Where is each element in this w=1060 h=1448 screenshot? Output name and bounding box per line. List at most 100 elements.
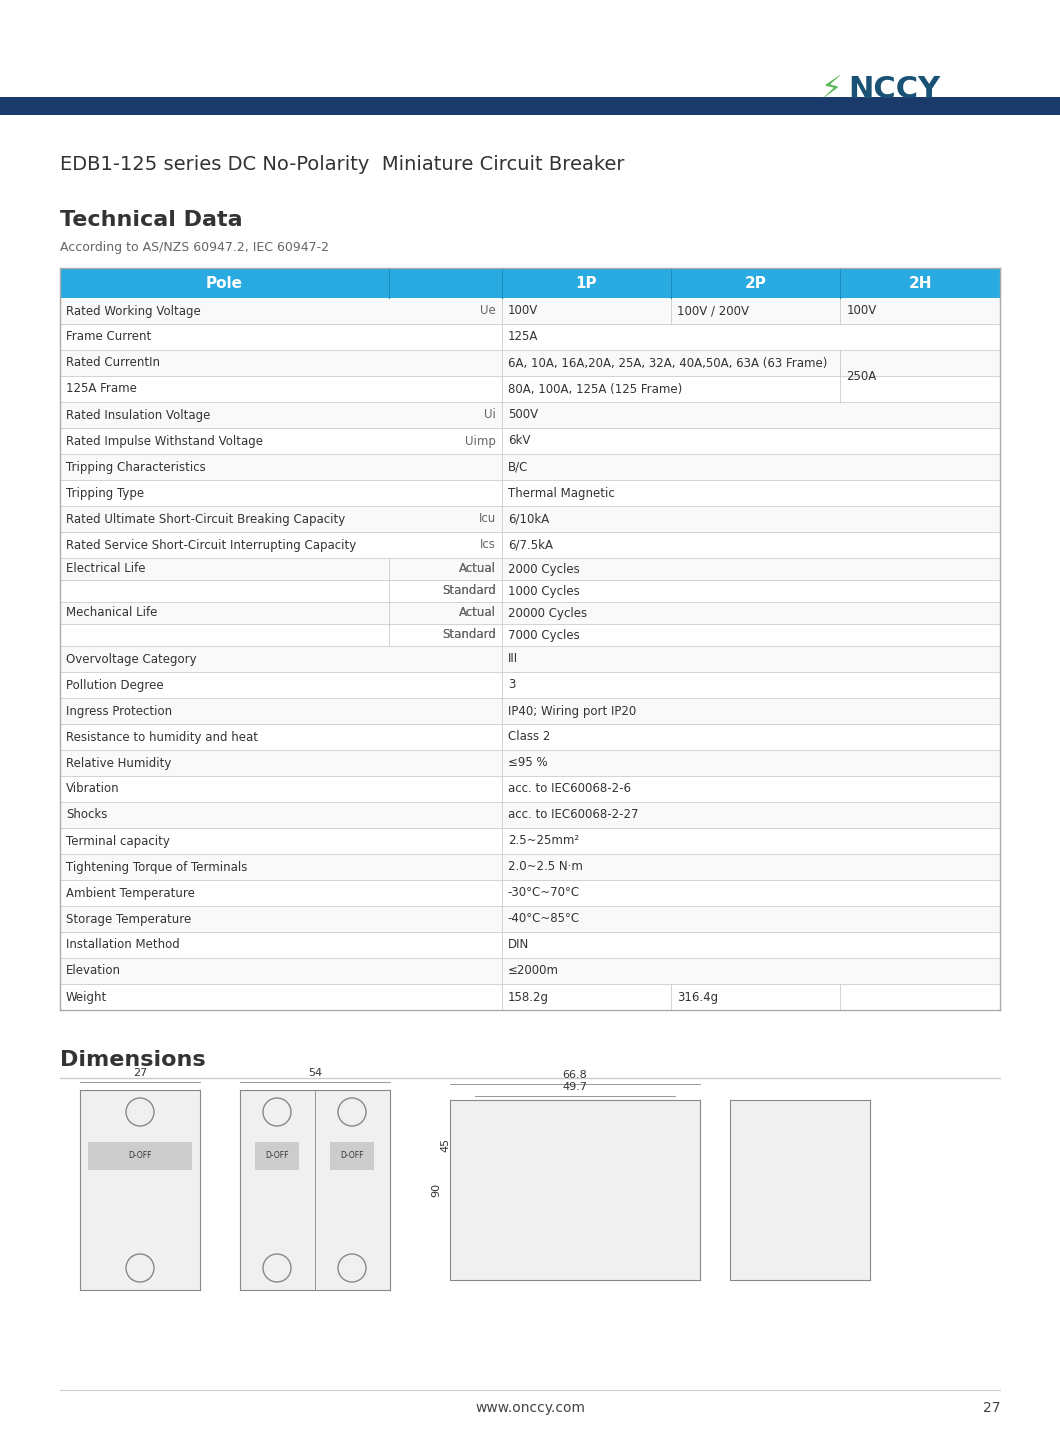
Bar [60, 581, 1000, 602]
Bar [450, 1100, 700, 1280]
Text: Standard: Standard [442, 585, 496, 598]
Text: Actual: Actual [459, 562, 496, 575]
Text: Rated CurrentIn: Rated CurrentIn [66, 356, 160, 369]
Bar [88, 1142, 192, 1170]
Text: ≤95 %: ≤95 % [508, 756, 547, 769]
Bar [60, 455, 1000, 479]
Bar [240, 1090, 390, 1290]
Text: 2000 Cycles: 2000 Cycles [508, 562, 580, 575]
Text: -30°C~70°C: -30°C~70°C [508, 886, 580, 899]
Bar [330, 1142, 374, 1170]
Text: 1000 Cycles: 1000 Cycles [508, 585, 580, 598]
Text: 27: 27 [132, 1069, 147, 1077]
Text: -40°C~85°C: -40°C~85°C [508, 912, 580, 925]
Text: 250A: 250A [846, 369, 877, 382]
Text: NCCY: NCCY [848, 75, 940, 104]
Text: Technical Data: Technical Data [60, 210, 243, 230]
Bar [80, 1090, 200, 1290]
Text: Installation Method: Installation Method [66, 938, 180, 951]
Text: 2.5~25mm²: 2.5~25mm² [508, 834, 579, 847]
Text: Ue: Ue [480, 304, 496, 317]
Text: 3: 3 [508, 679, 515, 692]
Bar [60, 350, 1000, 376]
Text: 2.0~2.5 N·m: 2.0~2.5 N·m [508, 860, 583, 873]
Text: B/C: B/C [508, 460, 528, 473]
Text: Tightening Torque of Terminals: Tightening Torque of Terminals [66, 860, 247, 873]
Bar [60, 646, 1000, 672]
Bar [730, 1100, 870, 1280]
Bar [60, 298, 1000, 324]
Text: Rated Service Short-Circuit Interrupting Capacity: Rated Service Short-Circuit Interrupting… [66, 539, 356, 552]
Bar [60, 854, 1000, 880]
Text: Vibration: Vibration [66, 782, 120, 795]
Text: 6A, 10A, 16A,20A, 25A, 32A, 40A,50A, 63A (63 Frame): 6A, 10A, 16A,20A, 25A, 32A, 40A,50A, 63A… [508, 356, 827, 369]
Text: EDB1-125 series DC No-Polarity  Miniature Circuit Breaker: EDB1-125 series DC No-Polarity Miniature… [60, 155, 624, 175]
Text: Shocks: Shocks [66, 808, 107, 821]
Text: Terminal capacity: Terminal capacity [66, 834, 170, 847]
Text: Elevation: Elevation [66, 964, 121, 977]
Text: Class 2: Class 2 [508, 730, 550, 743]
Text: www.onccy.com: www.onccy.com [475, 1402, 585, 1415]
Bar [60, 776, 1000, 802]
Text: 49.7: 49.7 [563, 1082, 587, 1092]
Text: acc. to IEC60068-2-6: acc. to IEC60068-2-6 [508, 782, 631, 795]
Bar [60, 557, 1000, 581]
Text: ⚡: ⚡ [820, 75, 842, 104]
Bar [255, 1142, 299, 1170]
Bar [60, 429, 1000, 455]
Text: 158.2g: 158.2g [508, 990, 549, 1003]
Text: Rated Insulation Voltage: Rated Insulation Voltage [66, 408, 210, 421]
Bar [60, 268, 1000, 1011]
Text: 6/10kA: 6/10kA [508, 513, 549, 526]
Text: Standard: Standard [442, 628, 496, 641]
Text: Standard: Standard [442, 628, 496, 641]
Bar [60, 479, 1000, 505]
Text: Overvoltage Category: Overvoltage Category [66, 653, 196, 666]
Text: ≤2000m: ≤2000m [508, 964, 559, 977]
Text: Storage Temperature: Storage Temperature [66, 912, 191, 925]
Bar [60, 672, 1000, 698]
Text: D-OFF: D-OFF [128, 1151, 152, 1160]
Text: Dimensions: Dimensions [60, 1050, 206, 1070]
Bar [0, 97, 1060, 114]
Bar [60, 324, 1000, 350]
Bar [60, 602, 1000, 624]
Text: 1P: 1P [576, 275, 597, 291]
Text: 54: 54 [308, 1069, 322, 1077]
Text: Weight: Weight [66, 990, 107, 1003]
Bar [60, 959, 1000, 985]
Text: Thermal Magnetic: Thermal Magnetic [508, 487, 615, 500]
Bar [60, 906, 1000, 933]
Bar [60, 985, 1000, 1011]
Text: acc. to IEC60068-2-27: acc. to IEC60068-2-27 [508, 808, 638, 821]
Bar [60, 403, 1000, 429]
Text: Tripping Characteristics: Tripping Characteristics [66, 460, 206, 473]
Bar [60, 933, 1000, 959]
Text: 20000 Cycles: 20000 Cycles [508, 607, 587, 620]
Text: 125A: 125A [508, 330, 538, 343]
Bar [60, 531, 1000, 557]
Bar [60, 376, 1000, 403]
Text: Standard: Standard [442, 585, 496, 598]
Text: Ingress Protection: Ingress Protection [66, 705, 172, 718]
Text: 80A, 100A, 125A (125 Frame): 80A, 100A, 125A (125 Frame) [508, 382, 682, 395]
Bar [60, 880, 1000, 906]
Text: 6/7.5kA: 6/7.5kA [508, 539, 553, 552]
Text: Electrical Life: Electrical Life [66, 562, 145, 575]
Text: Tripping Type: Tripping Type [66, 487, 144, 500]
Bar [60, 802, 1000, 828]
Text: Rated Ultimate Short-Circuit Breaking Capacity: Rated Ultimate Short-Circuit Breaking Ca… [66, 513, 346, 526]
Text: Uimp: Uimp [465, 434, 496, 447]
Text: Mechanical Life: Mechanical Life [66, 607, 157, 620]
Text: Actual: Actual [459, 562, 496, 575]
Bar [60, 724, 1000, 750]
Text: Rated Impulse Withstand Voltage: Rated Impulse Withstand Voltage [66, 434, 263, 447]
Text: 316.4g: 316.4g [677, 990, 718, 1003]
Text: 100V: 100V [846, 304, 877, 317]
Text: 2H: 2H [908, 275, 932, 291]
Text: Relative Humidity: Relative Humidity [66, 756, 172, 769]
Text: DIN: DIN [508, 938, 529, 951]
Text: 100V: 100V [508, 304, 538, 317]
Text: Icu: Icu [478, 513, 496, 526]
Text: Rated Working Voltage: Rated Working Voltage [66, 304, 200, 317]
